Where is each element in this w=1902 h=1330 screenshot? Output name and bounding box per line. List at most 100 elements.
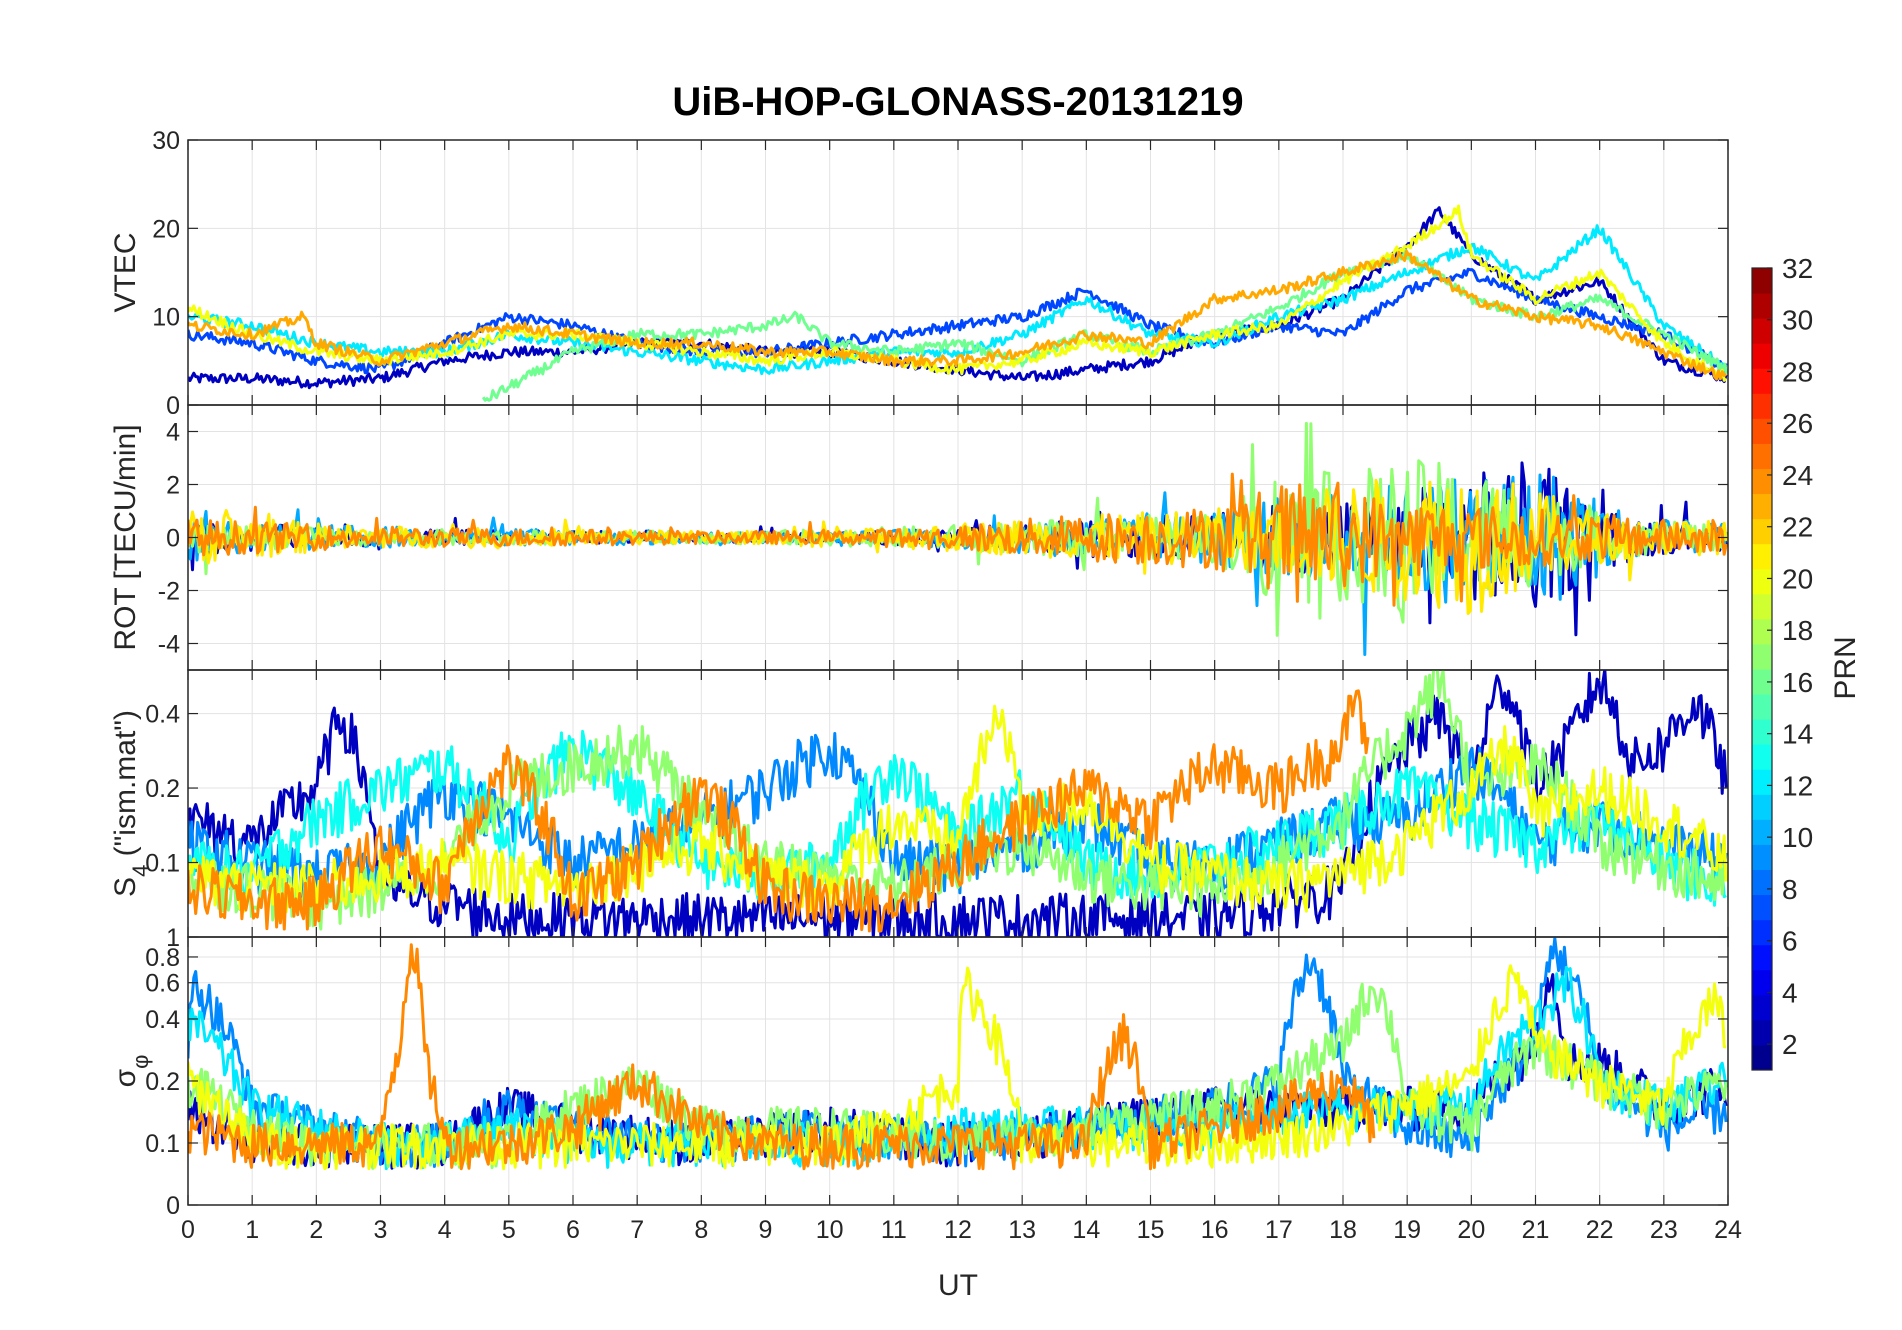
colorbar-tick-label: 2 — [1782, 1029, 1798, 1060]
y-tick-label: 0.4 — [145, 1006, 180, 1034]
x-axis-label: UT — [938, 1269, 978, 1302]
x-tick-label: 1 — [245, 1216, 259, 1244]
x-tick-label: 8 — [694, 1216, 708, 1244]
colorbar-tick-label: 14 — [1782, 719, 1813, 750]
colorbar-tick-label: 16 — [1782, 667, 1813, 698]
series-prn-23 — [188, 249, 1728, 381]
colorbar-segment — [1752, 418, 1772, 444]
colorbar-tick-label: 10 — [1782, 822, 1813, 853]
x-tick-label: 17 — [1265, 1216, 1293, 1244]
y-tick-label: 0 — [166, 392, 180, 420]
colorbar-tick-label: 24 — [1782, 460, 1813, 491]
x-tick-label: 5 — [502, 1216, 516, 1244]
y-axis-label: ROT [TECU/min] — [109, 424, 142, 650]
series-prn-17 — [188, 421, 1728, 637]
x-tick-label: 6 — [566, 1216, 580, 1244]
x-axis: UT 0 1 2 3 4 5 6 7 8 9 10 11 12 13 14 15 16 17 18 19 20 21 22 2… — [181, 1216, 1742, 1302]
colorbar-segment — [1752, 844, 1772, 870]
y-tick-label: 1 — [166, 924, 180, 952]
y-axis-label: VTEC — [109, 232, 142, 312]
y-tick-label: 0.2 — [145, 1068, 180, 1096]
colorbar-segment — [1752, 894, 1772, 921]
colorbar-segment — [1752, 719, 1772, 745]
y-axis-label: σφ — [109, 1055, 153, 1088]
rot-panel: -4 -2 0 2 4 ROT [TECU/min] — [109, 404, 1729, 671]
colorbar-segment — [1752, 794, 1772, 820]
colorbar-segment — [1752, 643, 1772, 670]
colorbar-segment — [1752, 1044, 1772, 1071]
y-tick-label: 0.4 — [145, 701, 180, 729]
y-tick-label: 2 — [166, 472, 180, 500]
x-tick-label: 20 — [1457, 1216, 1485, 1244]
colorbar-segment — [1752, 318, 1772, 344]
x-tick-label: 21 — [1522, 1216, 1550, 1244]
colorbar-segment — [1752, 669, 1772, 695]
colorbar-tick-label: 28 — [1782, 356, 1813, 387]
colorbar-segment — [1752, 919, 1772, 946]
y-axis-label: S4 ("ism.mat") — [109, 710, 153, 897]
colorbar-tick-label: 32 — [1782, 253, 1813, 284]
colorbar-tick-label: 6 — [1782, 926, 1798, 957]
colorbar-tick-label: 8 — [1782, 874, 1798, 905]
x-tick-label: 11 — [881, 1216, 907, 1244]
y-tick-label: 0.6 — [145, 970, 180, 998]
colorbar-segment — [1752, 944, 1772, 971]
colorbar-segment — [1752, 568, 1772, 595]
x-tick-label: 7 — [630, 1216, 644, 1244]
y-tick-label: 20 — [152, 215, 180, 243]
series-prn-20 — [188, 964, 1727, 1171]
colorbar-segment — [1752, 819, 1772, 845]
y-tick-label: 0.1 — [145, 850, 180, 878]
colorbar-tick-label: 26 — [1782, 408, 1813, 439]
x-tick-label: 18 — [1329, 1216, 1357, 1244]
colorbar-segment — [1752, 543, 1772, 570]
colorbar-segment — [1752, 493, 1772, 520]
x-tick-label: 9 — [759, 1216, 773, 1244]
x-tick-label: 19 — [1393, 1216, 1421, 1244]
colorbar-segment — [1752, 268, 1772, 294]
y-tick-label: 10 — [152, 304, 180, 332]
x-tick-label: 14 — [1072, 1216, 1100, 1244]
colorbar-segment — [1752, 393, 1772, 419]
colorbar-tick-label: 18 — [1782, 615, 1813, 646]
colorbar-label: PRN — [1829, 636, 1862, 699]
colorbar-segment — [1752, 368, 1772, 394]
colorbar-segment — [1752, 769, 1772, 795]
chart-title: UiB-HOP-GLONASS-20131219 — [672, 80, 1243, 124]
y-tick-label: 30 — [152, 127, 180, 155]
series-prn-24 — [188, 689, 1370, 933]
series-prn-20 — [188, 704, 1728, 914]
y-tick-label: -4 — [158, 631, 180, 659]
colorbar-segment — [1752, 694, 1772, 720]
series-prn-24 — [188, 943, 1376, 1171]
series-prn-7 — [188, 267, 1728, 375]
colorbar-segment — [1752, 518, 1772, 545]
y-tick-label: 0 — [166, 1192, 180, 1220]
colorbar-segment — [1752, 593, 1772, 620]
colorbar-segment — [1752, 744, 1772, 770]
colorbar-segment — [1752, 994, 1772, 1021]
x-tick-label: 4 — [438, 1216, 452, 1244]
y-tick-label: 0 — [166, 525, 180, 553]
sigma-phi-panel: 0 0.1 0.2 0.4 0.60.81 σφ — [109, 924, 1729, 1220]
colorbar-tick-label: 4 — [1782, 977, 1798, 1008]
colorbar-tick-label: 12 — [1782, 770, 1813, 801]
x-tick-label: 12 — [944, 1216, 972, 1244]
colorbar-segment — [1752, 468, 1772, 495]
x-tick-label: 13 — [1008, 1216, 1036, 1244]
x-tick-label: 10 — [816, 1216, 844, 1244]
x-tick-label: 3 — [374, 1216, 388, 1244]
series-prn-21 — [188, 478, 1728, 615]
x-tick-label: 22 — [1586, 1216, 1614, 1244]
colorbar-segment — [1752, 1019, 1772, 1046]
y-tick-label: -2 — [158, 578, 180, 606]
x-tick-label: 2 — [309, 1216, 323, 1244]
colorbar-tick-label: 30 — [1782, 305, 1813, 336]
y-tick-label: 0.8 — [145, 944, 180, 972]
y-tick-label: 4 — [166, 419, 180, 447]
x-tick-label: 24 — [1714, 1216, 1742, 1244]
colorbar-segment — [1752, 969, 1772, 996]
series-prn-24 — [188, 472, 1728, 607]
